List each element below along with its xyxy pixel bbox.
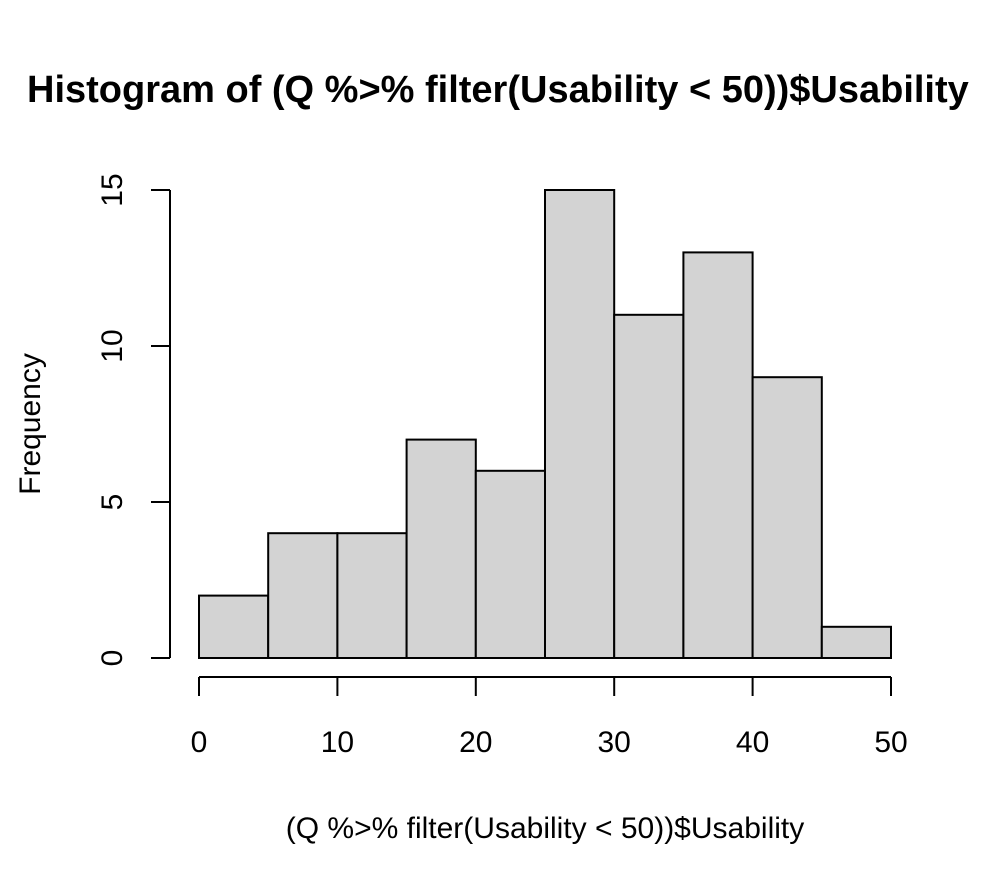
y-axis-label: Frequency bbox=[14, 353, 47, 495]
x-axis: 0 10 20 30 40 50 bbox=[191, 676, 908, 759]
x-tick-label: 0 bbox=[191, 726, 208, 759]
histogram-bar bbox=[267, 532, 339, 660]
x-tick-label: 20 bbox=[459, 726, 492, 759]
chart-title: Histogram of (Q %>% filter(Usability < 5… bbox=[27, 69, 969, 111]
histogram-bar bbox=[751, 376, 823, 659]
bars-group bbox=[198, 189, 892, 660]
histogram-bar bbox=[613, 313, 685, 659]
histogram-bar bbox=[336, 532, 408, 660]
y-axis: 0 5 10 15 bbox=[96, 173, 171, 667]
y-tick-label: 5 bbox=[96, 494, 129, 511]
histogram-bar bbox=[198, 594, 270, 659]
histogram-bar bbox=[820, 625, 892, 659]
y-tick-label: 0 bbox=[96, 650, 129, 667]
x-tick-label: 30 bbox=[598, 726, 631, 759]
histogram-bar bbox=[682, 251, 754, 659]
histogram-bar bbox=[544, 189, 616, 659]
x-axis-label: (Q %>% filter(Usability < 50))$Usability bbox=[286, 812, 804, 845]
y-tick-label: 10 bbox=[96, 329, 129, 362]
y-tick-label: 15 bbox=[96, 173, 129, 206]
histogram-bar bbox=[405, 438, 477, 659]
x-tick-label: 40 bbox=[736, 726, 769, 759]
histogram-bar bbox=[474, 469, 546, 659]
x-tick-label: 10 bbox=[321, 726, 354, 759]
x-tick-label: 50 bbox=[874, 726, 907, 759]
